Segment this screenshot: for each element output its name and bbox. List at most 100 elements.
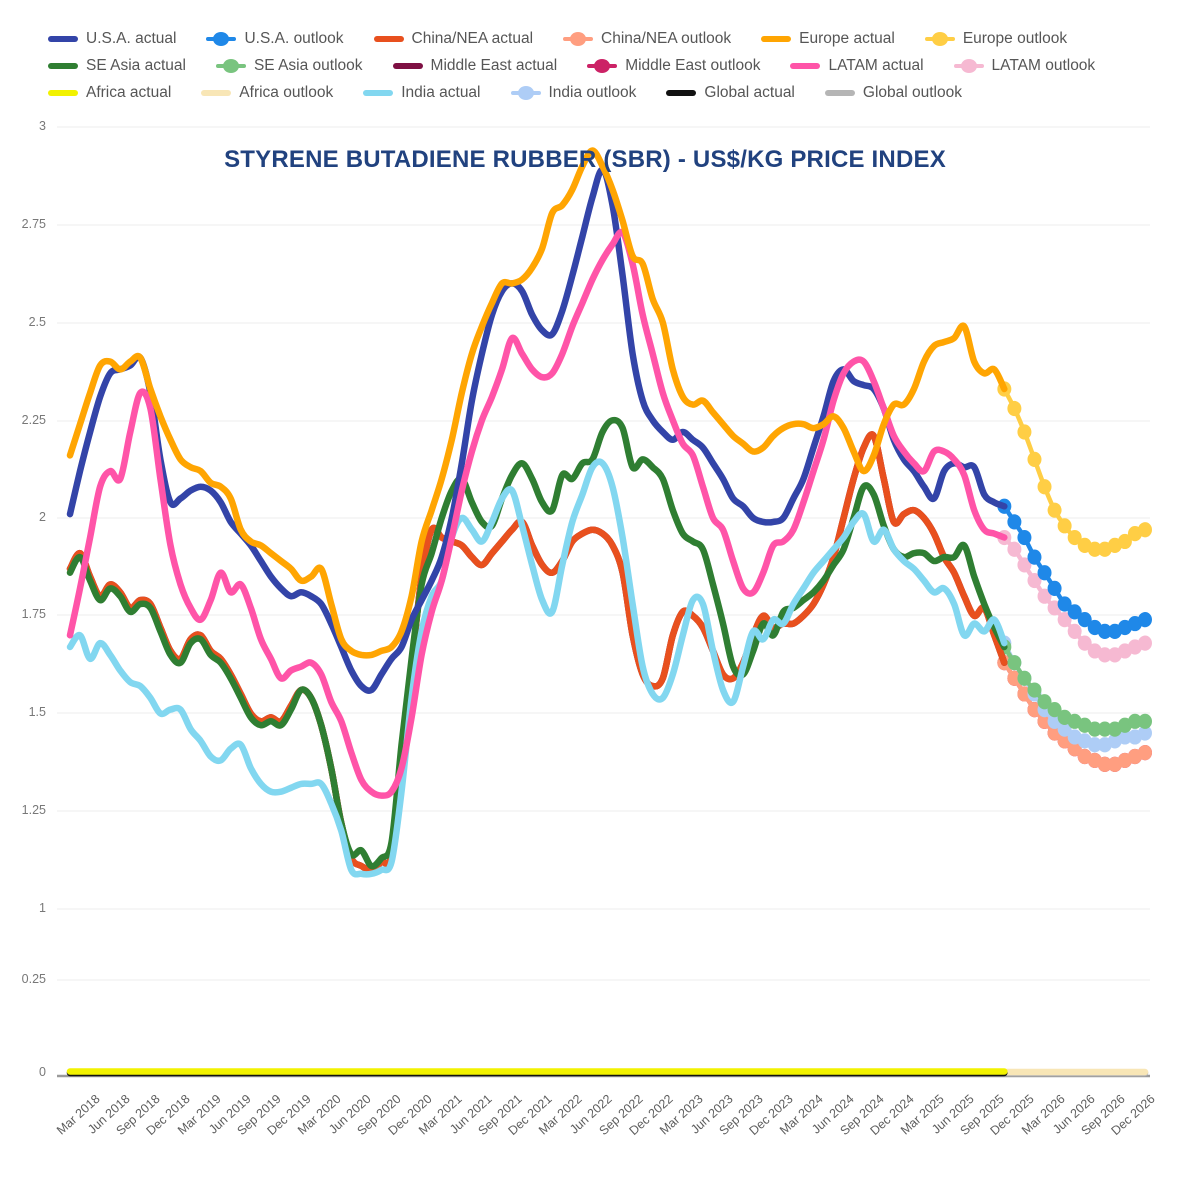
series-china-outlook-point[interactable] <box>1067 741 1082 757</box>
legend-swatch-china-actual-icon <box>373 36 404 42</box>
legend-item-china-actual[interactable]: China/NEA actual <box>373 30 533 48</box>
series-usa-outlook-point[interactable] <box>1067 604 1082 620</box>
legend-swatch-mideast-outlook-icon <box>587 58 618 74</box>
y-tick-label: 1 <box>39 901 46 915</box>
legend-swatch-latam-outlook-icon <box>953 58 984 74</box>
legend-swatch-latam-actual-icon <box>790 63 821 69</box>
series-latam-outlook-point[interactable] <box>1037 588 1052 604</box>
series-india-outlook-point[interactable] <box>1087 737 1102 753</box>
series-usa-outlook-point[interactable] <box>1097 623 1112 639</box>
series-china-outlook[interactable] <box>997 655 1152 772</box>
series-seasia-outlook-point[interactable] <box>1047 701 1062 718</box>
series-europe-actual-line[interactable] <box>66 147 1008 659</box>
series-europe-outlook-point[interactable] <box>1007 400 1022 417</box>
series-latam-outlook-point[interactable] <box>1067 623 1082 639</box>
series-china-outlook-point[interactable] <box>1007 670 1022 686</box>
series-seasia-outlook-point[interactable] <box>1087 721 1102 737</box>
series-china-outlook-point[interactable] <box>1137 745 1152 761</box>
series-latam-outlook-point[interactable] <box>1027 572 1042 589</box>
series-latam-outlook-point[interactable] <box>1017 557 1032 573</box>
series-seasia-outlook-point[interactable] <box>1007 655 1022 671</box>
legend-item-usa-actual[interactable]: U.S.A. actual <box>48 30 176 48</box>
series-latam-actual[interactable] <box>66 228 1008 799</box>
series-europe-actual[interactable] <box>66 147 1008 659</box>
legend-label: U.S.A. actual <box>86 30 177 47</box>
legend-item-mideast-outlook[interactable]: Middle East outlook <box>587 57 760 75</box>
series-usa-outlook[interactable] <box>997 498 1152 639</box>
legend-item-global-actual[interactable]: Global actual <box>666 84 795 102</box>
series-usa-outlook-point[interactable] <box>1047 580 1062 596</box>
legend-item-usa-outlook[interactable]: U.S.A. outlook <box>206 30 344 48</box>
series-usa-outlook-point[interactable] <box>1007 514 1022 530</box>
series-latam-outlook-point[interactable] <box>1077 635 1092 651</box>
series-europe-outlook-point[interactable] <box>1017 424 1032 440</box>
series-india-outlook-point[interactable] <box>1117 729 1132 745</box>
series-seasia-outlook-point[interactable] <box>1137 713 1152 729</box>
series-latam-actual-line[interactable] <box>66 228 1008 799</box>
series-usa-outlook-point[interactable] <box>1137 612 1152 628</box>
series-usa-actual-line[interactable] <box>66 166 1008 694</box>
y-tick-label: 2.75 <box>21 217 46 231</box>
legend-item-europe-outlook[interactable]: Europe outlook <box>924 30 1067 48</box>
series-india-actual-line[interactable] <box>66 458 1008 878</box>
y-tick-label: 2 <box>39 510 46 524</box>
legend-label: Middle East actual <box>430 57 558 74</box>
series-latam-outlook[interactable] <box>997 529 1152 663</box>
legend-swatch-seasia-actual-icon <box>48 63 78 69</box>
series-usa-outlook-point[interactable] <box>1027 549 1042 565</box>
legend-item-china-outlook[interactable]: China/NEA outlook <box>563 30 731 48</box>
series-usa-outlook-point[interactable] <box>1017 529 1032 546</box>
series-seasia-actual[interactable] <box>66 416 1008 870</box>
legend-swatch-china-outlook-icon <box>563 31 594 47</box>
y-tick-label: 1.25 <box>21 803 46 817</box>
series-india-actual[interactable] <box>66 458 1008 878</box>
legend-item-africa-actual[interactable]: Africa actual <box>48 84 171 102</box>
legend-item-india-outlook[interactable]: India outlook <box>510 84 636 102</box>
series-seasia-outlook-point[interactable] <box>1037 694 1052 710</box>
legend-item-seasia-outlook[interactable]: SE Asia outlook <box>215 57 363 75</box>
legend-label: Africa actual <box>86 84 172 101</box>
legend-item-europe-actual[interactable]: Europe actual <box>761 30 895 48</box>
series-seasia-outlook[interactable] <box>997 639 1152 737</box>
series-india-outlook-point[interactable] <box>1137 725 1152 741</box>
series-europe-outlook-point[interactable] <box>1067 529 1082 546</box>
series-latam-outlook-point[interactable] <box>1007 541 1022 557</box>
series-europe-outlook-line[interactable] <box>1002 386 1148 552</box>
legend-item-latam-outlook[interactable]: LATAM outlook <box>953 57 1095 75</box>
series-latam-outlook-point[interactable] <box>1137 635 1152 651</box>
legend-swatch-usa-actual-icon <box>48 36 78 42</box>
legend-item-india-actual[interactable]: India actual <box>363 84 481 102</box>
series-china-outlook-point[interactable] <box>1027 701 1042 718</box>
series-india-outlook-point[interactable] <box>1057 721 1072 737</box>
series-seasia-outlook-point[interactable] <box>1027 682 1042 698</box>
series-usa-outlook-point[interactable] <box>1057 596 1072 612</box>
series-usa-outlook-point[interactable] <box>1037 565 1052 581</box>
legend-swatch-global-outlook-icon <box>824 90 855 96</box>
series-europe-outlook-point[interactable] <box>1047 502 1062 518</box>
y-tick-label: 0.25 <box>21 972 46 986</box>
series-usa-outlook-point[interactable] <box>1077 612 1092 628</box>
series-latam-outlook-point[interactable] <box>1097 647 1112 663</box>
legend-item-seasia-actual[interactable]: SE Asia actual <box>48 57 186 75</box>
series-latam-outlook-point[interactable] <box>1057 612 1072 628</box>
series-seasia-outlook-point[interactable] <box>1127 713 1142 729</box>
series-china-outlook-point[interactable] <box>1097 756 1112 772</box>
series-seasia-outlook-point[interactable] <box>1097 721 1112 737</box>
series-europe-outlook-point[interactable] <box>1137 522 1152 538</box>
series-usa-actual[interactable] <box>66 166 1008 694</box>
legend-item-africa-outlook[interactable]: Africa outlook <box>201 84 333 102</box>
legend-label: China/NEA outlook <box>601 30 732 47</box>
legend-item-latam-actual[interactable]: LATAM actual <box>790 57 924 75</box>
series-europe-outlook-point[interactable] <box>1117 533 1132 550</box>
series-europe-outlook-point[interactable] <box>1087 541 1102 557</box>
series-europe-outlook-point[interactable] <box>1057 518 1072 534</box>
legend-item-mideast-actual[interactable]: Middle East actual <box>392 57 558 75</box>
series-europe-outlook-point[interactable] <box>1037 479 1052 495</box>
legend-item-global-outlook[interactable]: Global outlook <box>824 84 962 102</box>
series-seasia-actual-line[interactable] <box>66 416 1008 870</box>
legend-swatch-mideast-actual-icon <box>392 63 423 69</box>
series-seasia-outlook-point[interactable] <box>1017 670 1032 686</box>
series-europe-outlook-point[interactable] <box>1027 451 1042 467</box>
